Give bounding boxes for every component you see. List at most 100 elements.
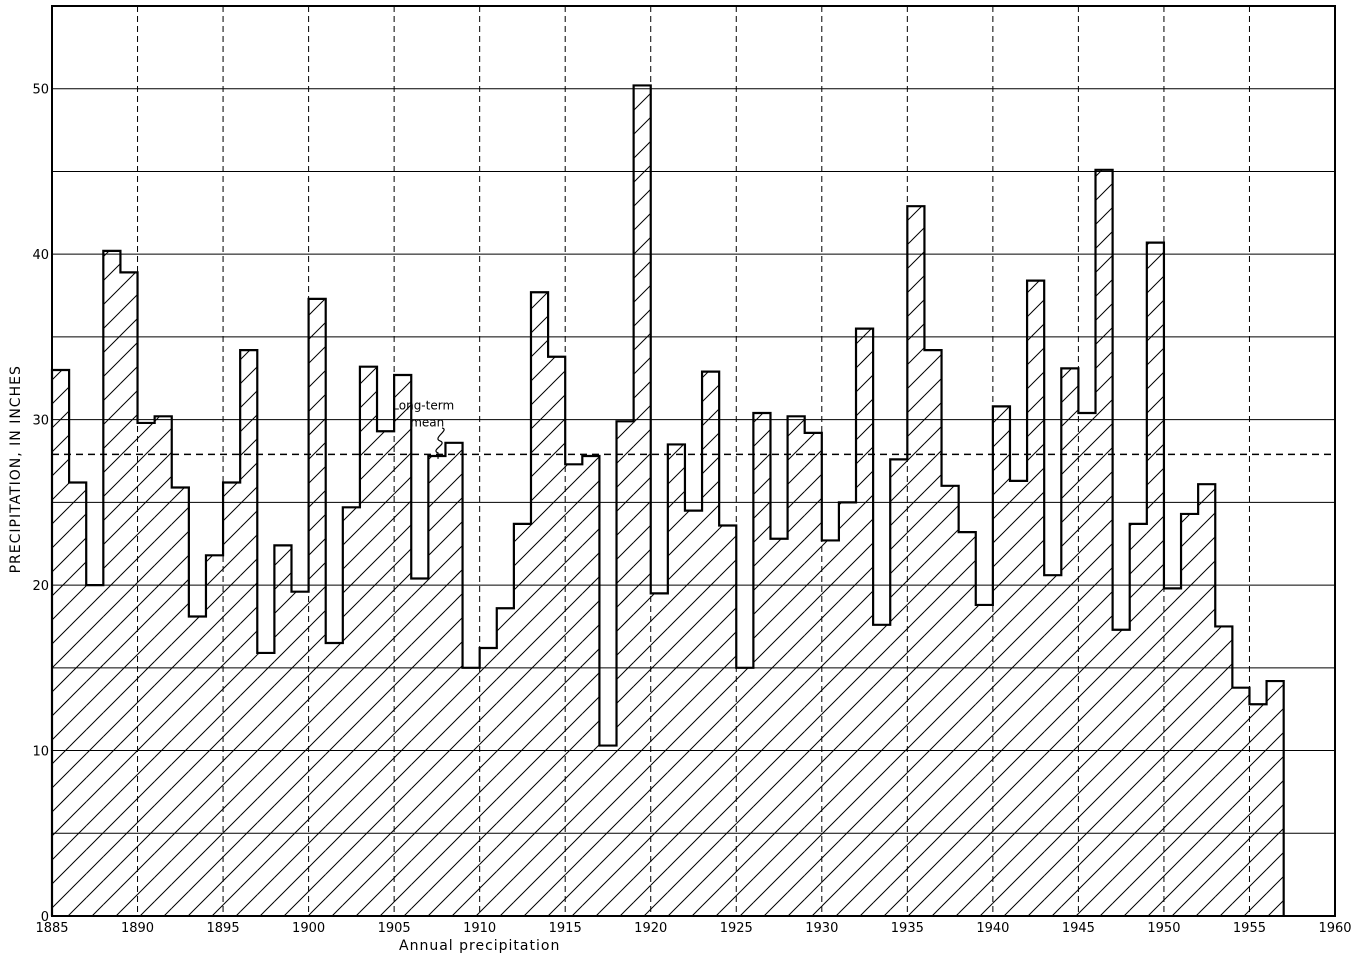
x-tick-label: 1945	[1062, 921, 1095, 936]
bar-1888	[103, 250, 121, 916]
bar-1913	[530, 292, 549, 917]
bar-1895	[223, 482, 241, 916]
bar-1941	[1009, 480, 1028, 916]
bar-1955	[1249, 704, 1267, 916]
bar-1922	[684, 510, 703, 916]
bar-1938	[958, 532, 976, 916]
bar-1904	[377, 431, 395, 916]
bar-1910	[479, 647, 497, 916]
bar-1921	[667, 444, 685, 916]
bar-1905	[394, 374, 412, 916]
bars	[52, 85, 1284, 917]
bar-1909	[462, 667, 480, 916]
bar-1940	[992, 406, 1010, 916]
bar-1890	[137, 422, 155, 916]
mean-annotation: Long-term mean	[392, 399, 454, 459]
bar-1908	[445, 442, 463, 916]
y-tick-label: 0	[41, 910, 49, 925]
bar-1912	[513, 523, 531, 916]
bar-1924	[719, 525, 737, 916]
plot-frame	[51, 5, 1336, 917]
bar-1923	[702, 371, 720, 916]
bar-1918	[616, 421, 634, 916]
bar-1942	[1027, 280, 1045, 916]
x-tick-label: 1935	[891, 921, 924, 936]
bar-1933	[873, 624, 891, 916]
x-tick-label: 1885	[35, 921, 68, 936]
bar-1894	[205, 555, 224, 916]
x-tick-label: 1950	[1147, 921, 1180, 936]
bar-1953	[1215, 626, 1233, 916]
bar-1945	[1078, 413, 1096, 916]
bar-1892	[171, 487, 189, 916]
bar-1889	[120, 272, 138, 916]
bar-1891	[154, 416, 172, 916]
bar-1956	[1266, 681, 1284, 916]
bar-1947	[1112, 629, 1130, 916]
bar-1887	[86, 585, 104, 916]
bar-1936	[924, 350, 942, 916]
bar-1948	[1129, 523, 1147, 916]
mean-leader-arrow	[435, 427, 445, 459]
bar-1950	[1163, 588, 1182, 916]
bar-1897	[257, 652, 275, 916]
bar-1930	[821, 540, 839, 916]
bar-1931	[838, 502, 857, 916]
bar-1885	[52, 370, 70, 916]
x-axis-ticks: 1885 1890 1895 1900 1905 1910 1915 1920 1925 1930…	[35, 921, 1351, 936]
bar-1932	[856, 328, 874, 916]
bar-1920	[650, 593, 668, 916]
bar-1927	[770, 538, 788, 916]
x-tick-label: 1940	[976, 921, 1009, 936]
bar-1886	[69, 482, 87, 916]
bar-1906	[411, 578, 429, 916]
bar-1914	[548, 356, 566, 916]
bar-1917	[599, 745, 617, 916]
bar-1907	[428, 456, 446, 916]
x-tick-label: 1925	[720, 921, 753, 936]
bar-1896	[240, 350, 258, 916]
bar-1915	[565, 464, 583, 916]
bar-1937	[941, 485, 959, 916]
bar-1919	[633, 85, 651, 916]
bar-1934	[890, 459, 908, 916]
mean-label-line2: mean	[410, 415, 444, 429]
y-axis-title: PRECIPITATION, IN INCHES	[8, 365, 24, 573]
bar-1893	[188, 616, 206, 916]
y-tick-label: 40	[32, 248, 49, 263]
x-tick-label: 1955	[1233, 921, 1266, 936]
bar-1952	[1198, 484, 1216, 916]
x-tick-label: 1900	[292, 921, 325, 936]
bar-1911	[496, 608, 514, 916]
x-tick-label: 1930	[805, 921, 838, 936]
x-tick-label: 1915	[549, 921, 582, 936]
x-tick-label: 1960	[1318, 921, 1351, 936]
bar-1898	[274, 545, 292, 916]
bar-1902	[342, 507, 360, 916]
y-tick-label: 10	[32, 745, 49, 760]
bar-1944	[1061, 368, 1079, 916]
x-tick-label: 1905	[378, 921, 411, 936]
x-tick-label: 1910	[463, 921, 496, 936]
bar-1935	[907, 206, 925, 916]
bar-1954	[1232, 687, 1250, 916]
y-tick-label: 20	[32, 579, 49, 594]
bar-1899	[291, 591, 309, 916]
y-axis-ticks: 0 10 20 30 40 50	[32, 83, 49, 925]
bar-1946	[1095, 169, 1113, 917]
series-outline	[50, 84, 1285, 916]
mean-label-line1: Long-term	[392, 399, 454, 413]
x-axis-title: Annual precipitation	[399, 938, 560, 954]
bar-1939	[975, 604, 993, 916]
bar-1929	[804, 432, 822, 916]
y-tick-label: 30	[32, 414, 49, 429]
bar-1926	[753, 413, 771, 916]
bar-1951	[1181, 513, 1199, 916]
x-tick-label: 1895	[207, 921, 240, 936]
bar-1925	[736, 667, 754, 916]
bar-1916	[582, 456, 600, 916]
x-tick-label: 1890	[121, 921, 154, 936]
y-tick-label: 50	[32, 83, 49, 98]
bar-1943	[1044, 575, 1062, 916]
